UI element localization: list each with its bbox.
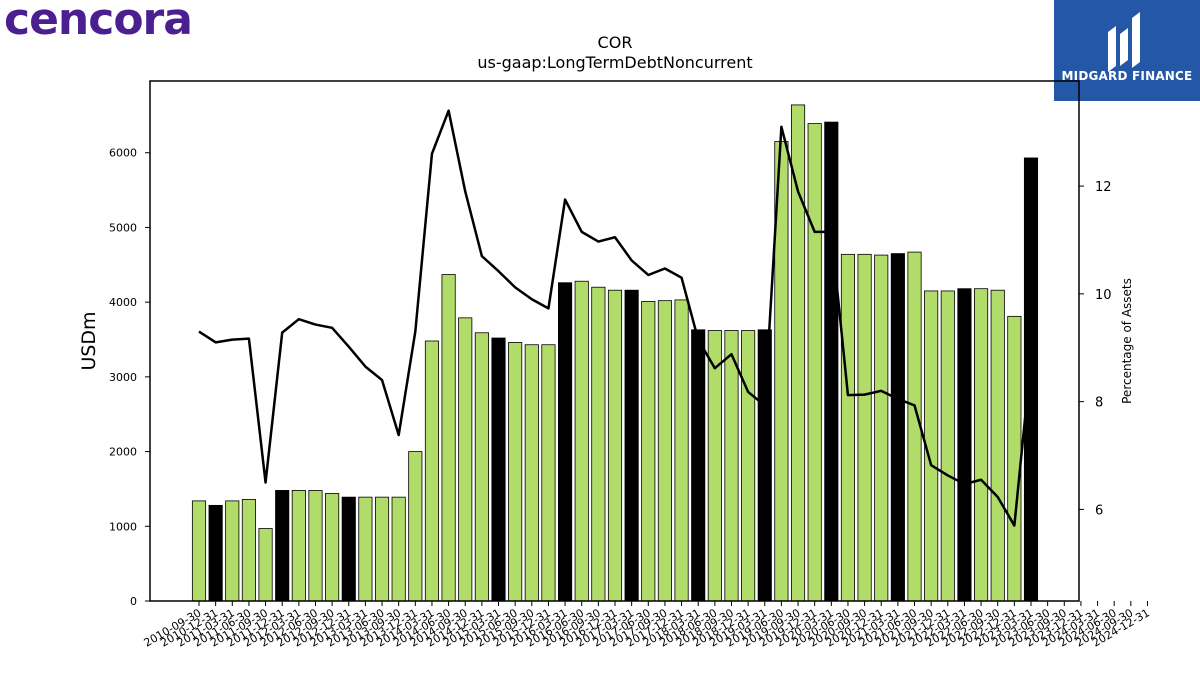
bar <box>940 290 955 602</box>
bar <box>358 496 373 602</box>
bar <box>225 500 240 602</box>
bar <box>607 289 623 602</box>
bar <box>308 490 323 602</box>
bar <box>641 300 656 602</box>
bar <box>790 104 806 602</box>
bar <box>624 289 639 602</box>
bar <box>741 330 756 602</box>
bar <box>840 253 856 602</box>
bar <box>474 332 489 602</box>
bar <box>691 329 706 602</box>
bar <box>341 496 356 602</box>
bar <box>258 528 273 602</box>
y2-tick-label: 12 <box>1095 180 1112 195</box>
bar <box>241 498 256 602</box>
bar <box>890 253 905 602</box>
bar <box>391 496 406 602</box>
bar <box>374 496 390 602</box>
bar <box>724 330 739 602</box>
bar <box>857 253 872 602</box>
y2-tick-label: 8 <box>1095 396 1103 411</box>
bar <box>508 342 523 602</box>
bar <box>524 344 539 602</box>
bar <box>990 289 1005 602</box>
bar <box>757 329 772 602</box>
y2-tick-label: 10 <box>1095 288 1112 303</box>
bar <box>657 300 672 602</box>
bar <box>191 500 207 602</box>
y2-tick-label: 6 <box>1095 503 1103 518</box>
y-tick-label: 4000 <box>109 296 137 309</box>
bar <box>974 288 989 602</box>
y-tick-label: 3000 <box>109 371 137 384</box>
bar <box>707 330 722 602</box>
bar <box>458 317 473 602</box>
y-tick-label: 0 <box>130 595 137 608</box>
y-tick-label: 2000 <box>109 446 137 459</box>
badge-label: MIDGARD FINANCE <box>1061 69 1193 83</box>
y-axis-label: USDm <box>78 311 100 370</box>
bar <box>824 121 839 602</box>
y-tick-label: 6000 <box>109 147 137 160</box>
bar <box>957 288 972 602</box>
bar <box>424 340 440 602</box>
bar <box>291 490 306 602</box>
bar <box>275 490 290 602</box>
bar <box>874 254 889 602</box>
y-tick-label: 1000 <box>109 520 137 533</box>
bar <box>541 344 556 602</box>
bar <box>1023 157 1039 602</box>
y2-axis-label: Percentage of Assets <box>1120 278 1134 404</box>
bar <box>208 504 223 602</box>
bar <box>441 274 456 602</box>
bar <box>807 123 822 602</box>
bar <box>325 493 340 602</box>
bar <box>574 280 589 602</box>
bar <box>558 282 573 602</box>
bar <box>1007 315 1022 602</box>
y-tick-label: 5000 <box>109 221 137 234</box>
bar <box>491 337 506 602</box>
bar <box>591 286 606 602</box>
bar <box>674 299 689 602</box>
chart-title: COR <box>598 33 633 52</box>
percentage-line <box>198 109 1033 527</box>
chart-subtitle: us-gaap:LongTermDebtNoncurrent <box>477 53 752 72</box>
bar <box>408 451 423 602</box>
cencora-logo: cencora <box>4 0 193 45</box>
